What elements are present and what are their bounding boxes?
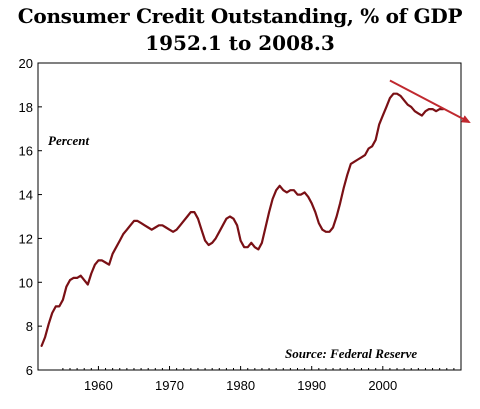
y-axis: 6 8 10 12 14 16 18 20 <box>19 56 42 378</box>
chart-subtitle: 1952.1 to 2008.3 <box>145 31 335 55</box>
y-tick-label: 6 <box>26 363 33 378</box>
y-tick-label: 8 <box>26 319 33 334</box>
x-tick-label: 1970 <box>155 378 184 393</box>
y-tick-label: 20 <box>19 56 33 71</box>
series-line <box>40 92 445 347</box>
chart-title: Consumer Credit Outstanding, % of GDP <box>17 4 463 28</box>
x-axis: 1960 1970 1980 1990 2000 <box>62 366 455 393</box>
x-tick-label: 1960 <box>84 378 113 393</box>
y-axis-label: Percent <box>48 133 90 148</box>
source-note: Source: Federal Reserve <box>285 346 417 361</box>
x-tick-label: 2000 <box>368 378 397 393</box>
x-tick-label: 1980 <box>226 378 255 393</box>
y-tick-label: 16 <box>19 144 33 159</box>
plot-frame <box>37 62 462 371</box>
y-tick-label: 14 <box>19 188 33 203</box>
trend-arrow <box>389 79 471 123</box>
y-tick-label: 12 <box>19 231 33 246</box>
x-tick-label: 1990 <box>297 378 326 393</box>
y-tick-label: 10 <box>19 275 33 290</box>
y-tick-label: 18 <box>19 100 33 115</box>
